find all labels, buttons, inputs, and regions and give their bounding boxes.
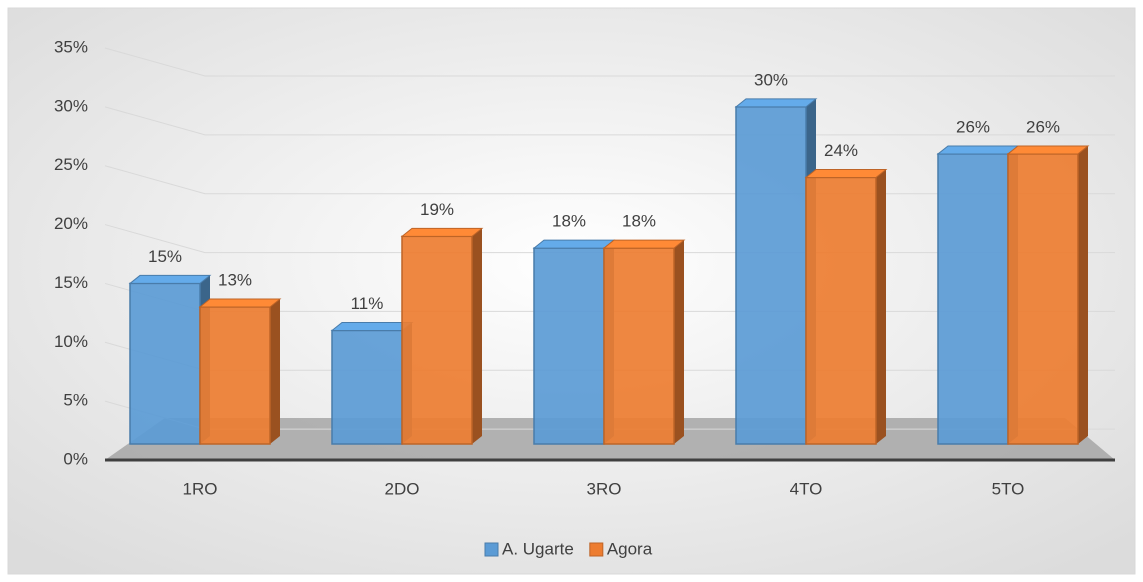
x-tick-label: 2DO [385, 479, 420, 498]
legend-swatch [589, 542, 604, 557]
y-tick-label: 10% [54, 332, 88, 351]
legend-swatch [484, 542, 499, 557]
y-tick-label: 20% [54, 214, 88, 233]
bar-top [532, 239, 616, 249]
bar [805, 176, 877, 445]
bar [937, 153, 1009, 445]
bar-top [198, 298, 282, 308]
data-label: 13% [218, 270, 252, 289]
bar-side [472, 228, 482, 444]
x-tick-label: 1RO [183, 479, 218, 498]
y-tick-label: 15% [54, 273, 88, 292]
bar-top [1006, 145, 1090, 155]
bar-side [1078, 145, 1088, 444]
bar [401, 235, 473, 445]
data-label: 15% [148, 247, 182, 266]
data-label: 18% [622, 212, 656, 231]
bar-side [674, 240, 684, 444]
data-label: 19% [420, 200, 454, 219]
x-tick-label: 4TO [790, 479, 823, 498]
bar [603, 247, 675, 445]
data-label: 18% [552, 212, 586, 231]
bar-top [734, 98, 818, 108]
data-label: 11% [351, 294, 384, 313]
bar [199, 306, 271, 445]
bar-top [128, 274, 212, 284]
y-tick-label: 5% [63, 391, 88, 410]
y-tick-label: 25% [54, 155, 88, 174]
bar-top [330, 322, 414, 332]
legend-label: A. Ugarte [502, 539, 574, 558]
data-label: 26% [1026, 117, 1060, 136]
y-tick-label: 30% [54, 96, 88, 115]
bar-top [602, 239, 686, 249]
bar-side [270, 298, 280, 444]
y-tick-label: 0% [63, 449, 88, 468]
bar-top [804, 168, 888, 178]
legend-label: Agora [607, 539, 653, 558]
data-label: 26% [956, 117, 990, 136]
data-label: 30% [754, 70, 788, 89]
bar [331, 329, 403, 445]
bar [1007, 153, 1079, 445]
bar [533, 247, 605, 445]
bar-top [400, 227, 484, 237]
bar [129, 282, 201, 445]
y-tick-label: 35% [54, 37, 88, 56]
data-label: 24% [824, 141, 858, 160]
bar-top [936, 145, 1020, 155]
bar [735, 106, 807, 445]
x-tick-label: 3RO [587, 479, 622, 498]
x-tick-label: 5TO [992, 479, 1025, 498]
grid-line [104, 47, 1115, 77]
bar-side [876, 169, 886, 444]
